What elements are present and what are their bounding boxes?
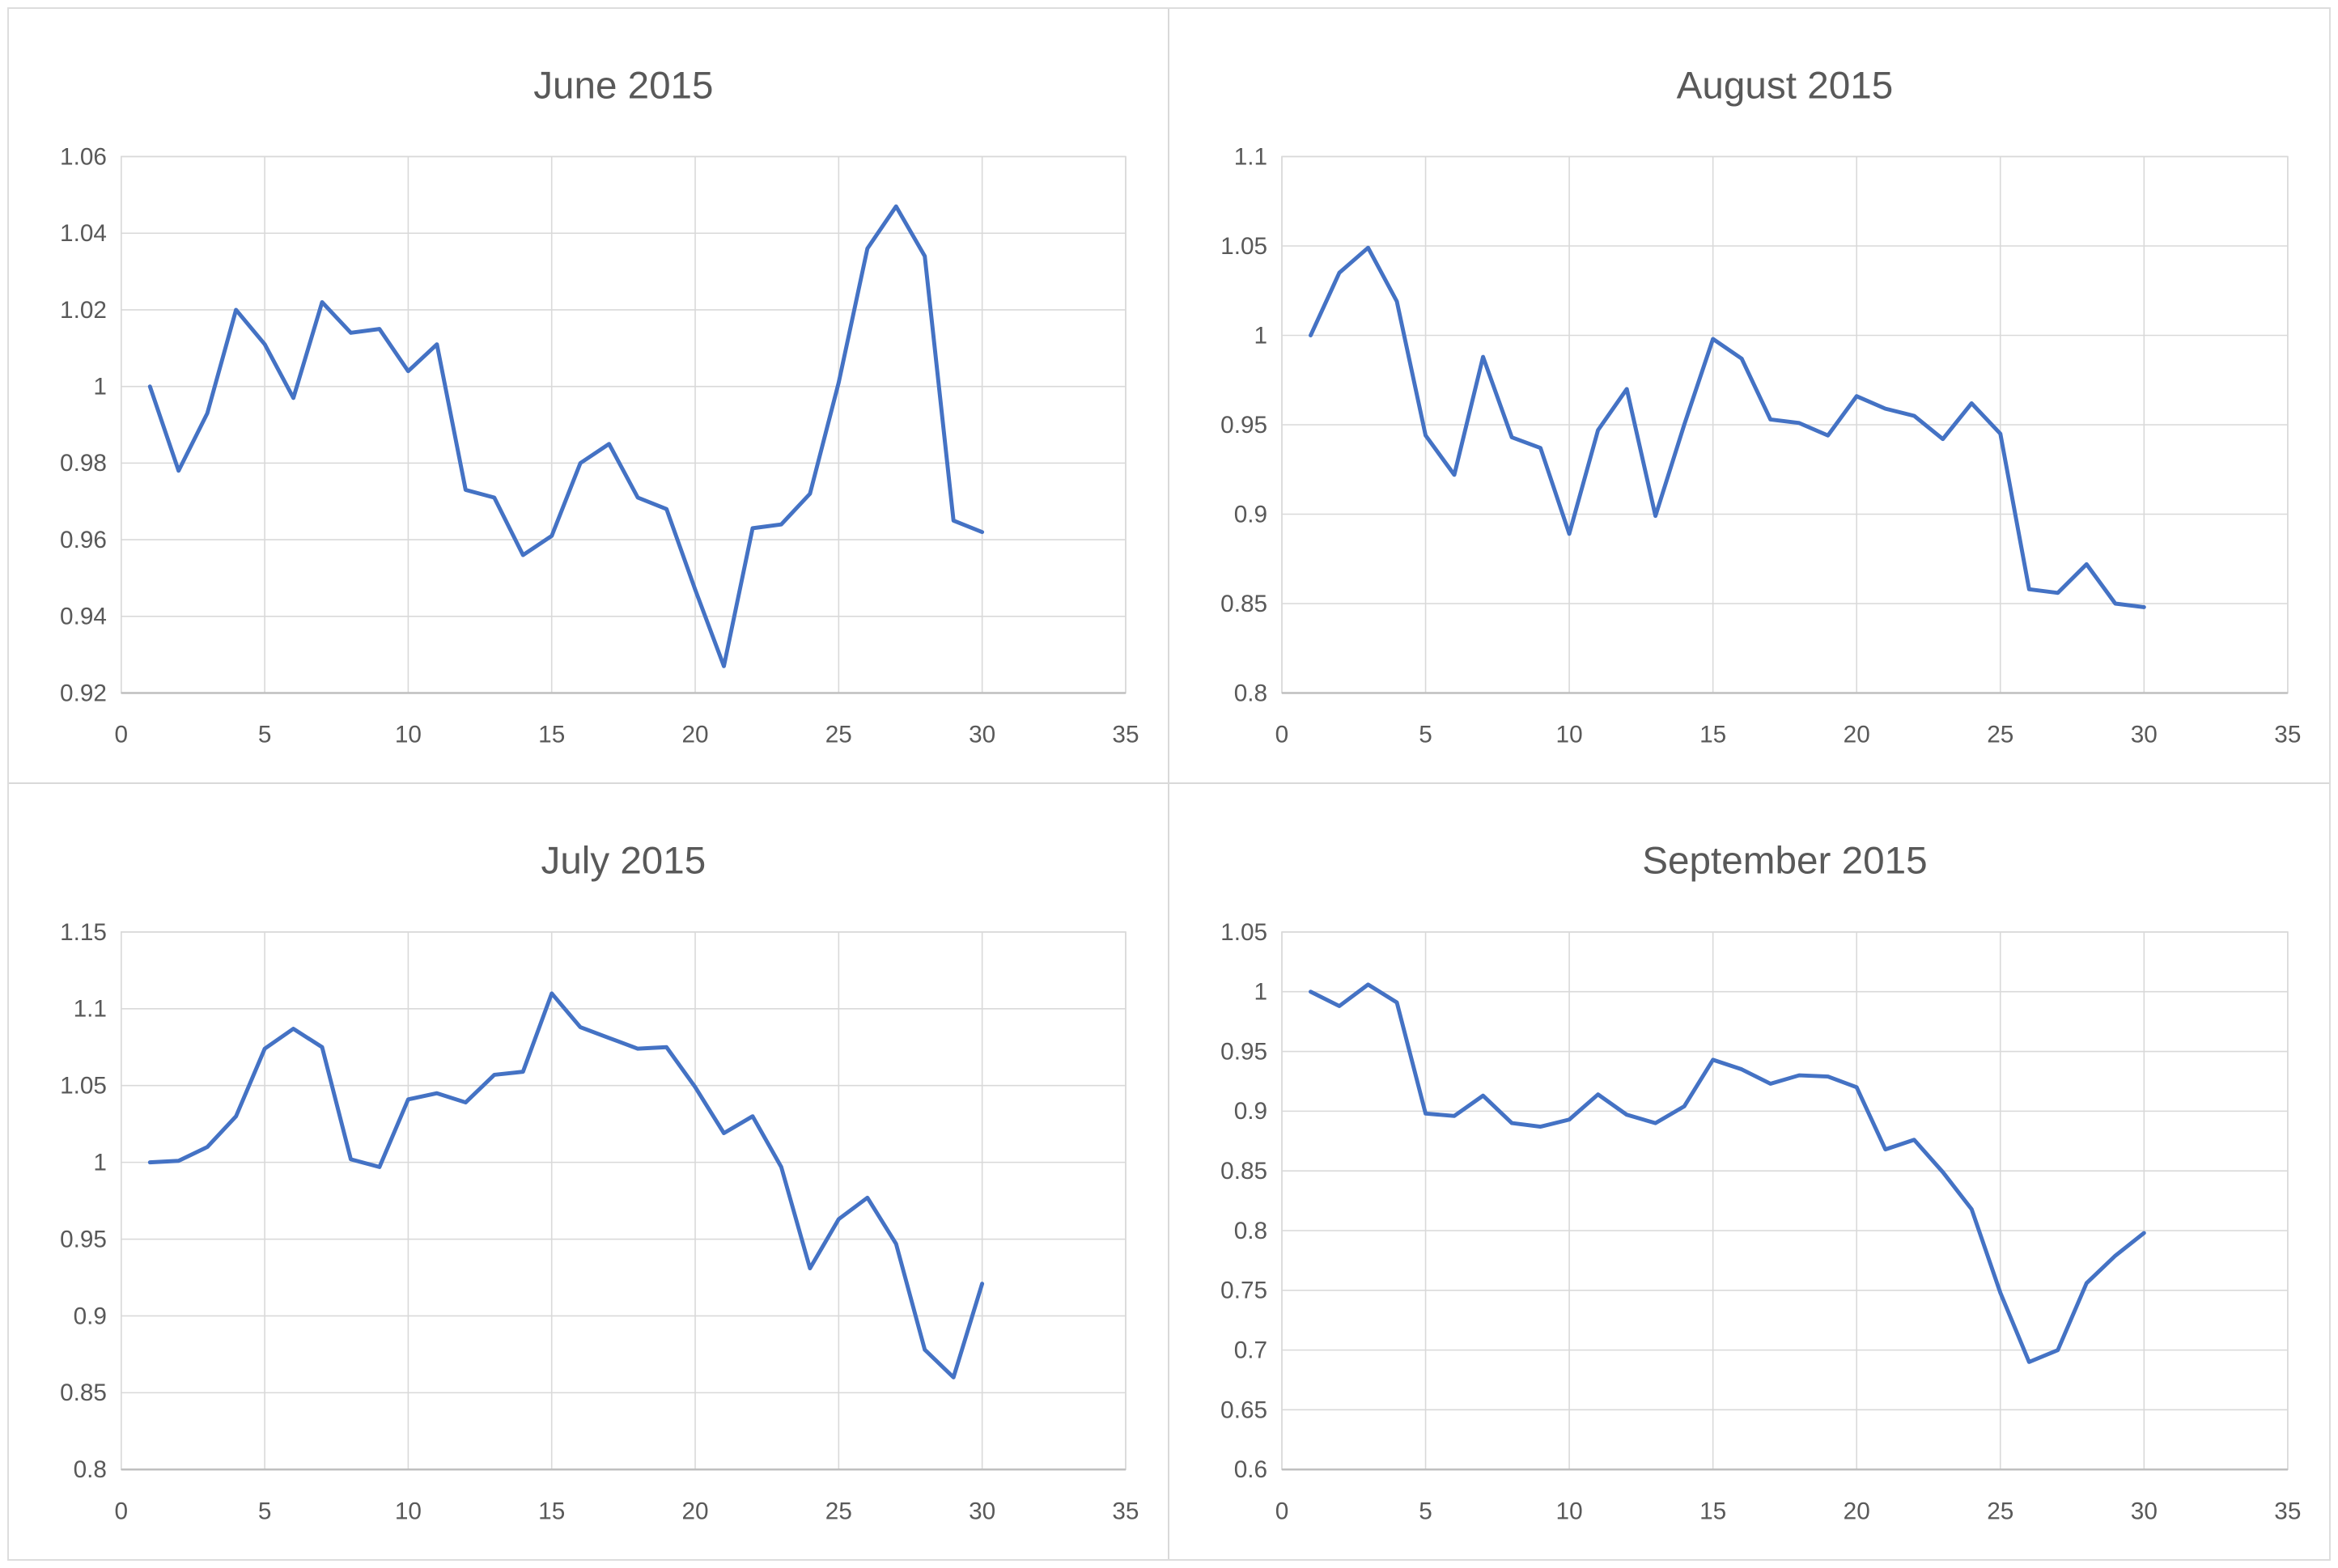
y-axis-tick-label: 0.85	[1220, 591, 1267, 617]
y-axis-tick-label: 0.9	[1233, 501, 1267, 528]
x-axis-tick-label: 30	[2130, 722, 2157, 748]
x-axis-tick-label: 30	[969, 1498, 995, 1525]
x-axis-tick-label: 10	[1555, 722, 1582, 748]
chart-august-2015: August 2015 0.8 0.85 0.9 0.95 1 1.05 1.1 0 5 10 15 2…	[1220, 65, 2301, 748]
y-axis-tick-label: 1	[1254, 322, 1267, 349]
y-axis-tick-label: 1.05	[1220, 233, 1267, 260]
y-axis-tick-label: 1.04	[60, 220, 107, 247]
y-axis-tick-label: 0.8	[74, 1456, 107, 1483]
y-axis-tick-label: 0.8	[1233, 680, 1267, 706]
x-axis-tick-label: 0	[115, 1498, 129, 1525]
x-axis-tick-label: 20	[1843, 722, 1869, 748]
x-axis-tick-label: 10	[395, 1498, 422, 1525]
y-axis-tick-label: 0.7	[1233, 1337, 1267, 1364]
axis-tick-labels: 0.6 0.65 0.7 0.75 0.8 0.85 0.9 0.95 1 1.05 0 5 10 15 2…	[1220, 919, 2301, 1525]
y-axis-tick-label: 1.1	[1233, 143, 1267, 170]
x-axis-tick-label: 30	[2130, 1498, 2157, 1525]
y-axis-tick-label: 0.95	[1220, 412, 1267, 439]
chart-title: June 2015	[533, 65, 713, 108]
x-axis-tick-label: 30	[969, 722, 995, 748]
x-axis-tick-label: 25	[1987, 722, 2013, 748]
chart-panel-august-2015: August 2015 0.8 0.85 0.9 0.95 1 1.05 1.1 0 5 10 15 2…	[1169, 9, 2329, 784]
x-axis-tick-label: 25	[1987, 1498, 2013, 1525]
axis-tick-labels: 0.92 0.94 0.96 0.98 1 1.02 1.04 1.06 0 5 10 15 20 25 3…	[60, 143, 1139, 748]
x-axis-tick-label: 10	[1555, 1498, 1582, 1525]
x-axis-tick-label: 15	[1699, 1498, 1726, 1525]
y-axis-tick-label: 1.06	[60, 143, 107, 170]
gridlines	[1280, 155, 2289, 694]
data-line	[147, 204, 985, 668]
x-axis-tick-label: 5	[1419, 1498, 1432, 1525]
y-axis-tick-label: 1.15	[60, 919, 107, 946]
x-axis-tick-label: 5	[258, 1498, 272, 1525]
y-axis-tick-label: 0.9	[74, 1303, 107, 1329]
chart-title: September 2015	[1642, 840, 1927, 883]
y-axis-tick-label: 0.65	[1220, 1396, 1267, 1423]
y-axis-tick-label: 0.94	[60, 604, 107, 630]
y-axis-tick-label: 0.95	[1220, 1038, 1267, 1065]
y-axis-tick-label: 0.98	[60, 450, 107, 477]
plot-area-border	[120, 155, 1127, 694]
x-axis-tick-label: 20	[681, 1498, 708, 1525]
y-axis-tick-label: 0.8	[1233, 1218, 1267, 1244]
chart-july-2015: July 2015 0.8 0.85 0.9 0.95 1 1.05 1.1 1.15 0 5 10 1…	[60, 840, 1139, 1525]
chart-panel-september-2015: September 2015 0.6 0.65 0.7 0.75 0.8 0.85 0.9 0.…	[1169, 784, 2329, 1559]
chart-september-2015: September 20150.60.650.70.750.80.850.90.…	[1220, 840, 2301, 1525]
gridlines	[1280, 931, 2289, 1471]
y-axis-tick-label: 1.05	[60, 1073, 107, 1100]
plot-area-border	[120, 931, 1127, 1471]
x-axis-tick-label: 10	[395, 722, 422, 748]
axis-tick-labels: 0.8 0.85 0.9 0.95 1 1.05 1.1 0 5 10 15 20 25 30 35	[1220, 143, 2301, 748]
charts-grid: June 2015 0.92 0.94 0.96 0.98 1 1.02 1.04 1.06 0 5…	[7, 7, 2331, 1561]
y-axis-tick-label: 0.9	[1233, 1098, 1267, 1125]
x-axis-tick-label: 25	[825, 722, 852, 748]
x-axis-tick-label: 5	[258, 722, 272, 748]
y-axis-tick-label: 1.02	[60, 297, 107, 324]
x-axis-tick-label: 20	[1843, 1498, 1869, 1525]
y-axis-tick-label: 1	[93, 1150, 107, 1176]
x-axis-tick-label: 5	[1419, 722, 1432, 748]
x-axis-tick-label: 35	[1112, 1498, 1139, 1525]
x-axis-tick-label: 35	[1112, 722, 1139, 748]
x-axis-tick-label: 15	[538, 1498, 565, 1525]
y-axis-tick-label: 0.96	[60, 527, 107, 553]
x-axis-tick-label: 35	[2274, 1498, 2301, 1525]
chart-title: July 2015	[541, 840, 706, 883]
y-axis-tick-label: 0.92	[60, 680, 107, 706]
axis-tick-labels: 0.8 0.85 0.9 0.95 1 1.05 1.1 1.15 0 5 10 15 20 25 30 35	[60, 919, 1139, 1525]
x-axis-tick-label: 0	[115, 722, 129, 748]
y-axis-tick-label: 1.1	[74, 996, 107, 1023]
data-line	[1308, 245, 2146, 609]
x-axis-tick-label: 15	[538, 722, 565, 748]
x-axis-tick-label: 0	[1275, 1498, 1288, 1525]
chart-title: August 2015	[1676, 65, 1893, 108]
plot-area-border	[1280, 931, 2289, 1471]
y-axis-tick-label: 0.75	[1220, 1278, 1267, 1304]
y-axis-tick-label: 0.6	[1233, 1456, 1267, 1483]
gridlines	[120, 155, 1127, 694]
y-axis-tick-label: 0.95	[60, 1226, 107, 1252]
x-axis-tick-label: 25	[825, 1498, 852, 1525]
chart-panel-june-2015: June 2015 0.92 0.94 0.96 0.98 1 1.02 1.04 1.06 0 5…	[9, 9, 1169, 784]
y-axis-tick-label: 0.85	[1220, 1158, 1267, 1184]
gridlines	[120, 931, 1127, 1471]
x-axis-tick-label: 35	[2274, 722, 2301, 748]
y-axis-tick-label: 1	[93, 374, 107, 400]
data-line	[147, 991, 985, 1379]
x-axis-tick-label: 0	[1275, 722, 1288, 748]
data-line	[1308, 982, 2146, 1364]
y-axis-tick-label: 1.05	[1220, 919, 1267, 946]
y-axis-tick-label: 1	[1254, 979, 1267, 1006]
chart-june-2015: June 2015 0.92 0.94 0.96 0.98 1 1.02 1.04 1.06 0 5…	[60, 65, 1139, 748]
x-axis-tick-label: 15	[1699, 722, 1726, 748]
y-axis-tick-label: 0.85	[60, 1379, 107, 1406]
chart-panel-july-2015: July 2015 0.8 0.85 0.9 0.95 1 1.05 1.1 1.15 0 5 10 1…	[9, 784, 1169, 1559]
x-axis-tick-label: 20	[681, 722, 708, 748]
